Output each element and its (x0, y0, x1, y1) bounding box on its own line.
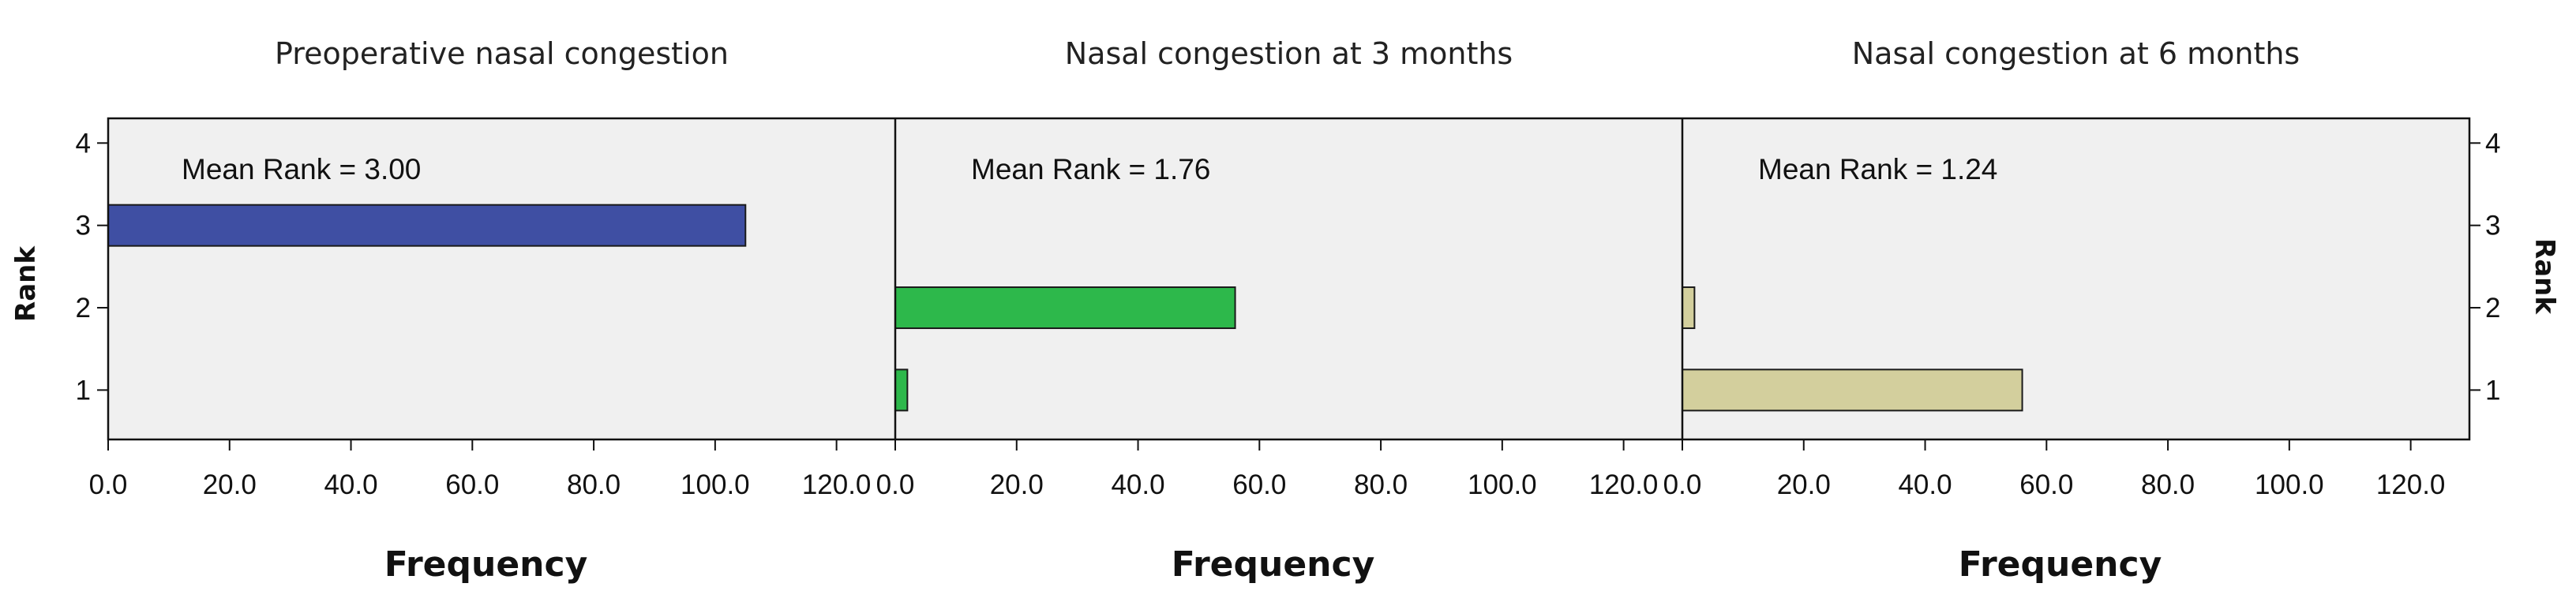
mean-rank-label: Mean Rank = 1.76 (971, 153, 1210, 185)
axes: 0.0 20.0 40.0 60.0 80.0 100.0 120.0Frequency0.… (76, 117, 2500, 585)
panel-background (108, 118, 895, 439)
x-tick-label: 120.0 (1589, 469, 1659, 500)
x-tick-label: 80.0 (1354, 469, 1408, 500)
y-tick-label-left: 3 (76, 211, 91, 241)
y-tick-label-right: 4 (2485, 128, 2500, 159)
x-tick-label: 100.0 (1468, 469, 1537, 500)
panel-background (895, 118, 1682, 439)
y-tick-label-left: 4 (76, 128, 91, 159)
x-tick-label: 20.0 (990, 469, 1044, 500)
bar-rank-2 (894, 286, 1236, 330)
x-tick-label: 40.0 (1898, 469, 1952, 500)
x-axis-label: Frequency (384, 544, 588, 585)
y-tick-label-left: 2 (76, 293, 91, 323)
x-tick-label: 120.0 (802, 469, 872, 500)
bar-rank-2 (1682, 286, 1696, 330)
x-tick-label: 100.0 (2255, 469, 2324, 500)
x-tick-label: 80.0 (567, 469, 621, 500)
panels: Mean Rank = 3.00 Mean Rank = 1.76 Mean Ran… (107, 118, 2469, 439)
bar-rank-1 (1682, 368, 2023, 412)
y-tick-label-right: 3 (2485, 211, 2500, 241)
x-tick-label: 0.0 (1663, 469, 1702, 500)
x-tick-label: 60.0 (2019, 469, 2073, 500)
x-axis-label: Frequency (1172, 544, 1375, 585)
panel-title: Preoperative nasal congestion (275, 36, 729, 71)
bar-rank-3 (107, 204, 747, 247)
panel-2: Mean Rank = 1.76 (894, 118, 1682, 439)
bar-rank-1 (894, 368, 909, 412)
x-tick-label: 20.0 (203, 469, 257, 500)
y-axis-label-left: Rank (10, 245, 42, 322)
x-tick-label: 120.0 (2376, 469, 2446, 500)
x-tick-label: 40.0 (1111, 469, 1164, 500)
y-tick-label-right: 2 (2485, 293, 2500, 323)
panel-titles: Preoperative nasal congestion Nasal conge… (275, 36, 2300, 71)
plot-frame (107, 117, 2471, 441)
panel-1: Mean Rank = 3.00 (107, 118, 895, 439)
x-tick-label: 100.0 (681, 469, 750, 500)
x-tick-label: 60.0 (1232, 469, 1286, 500)
y-axis-label-right: Rank (2529, 238, 2560, 315)
x-tick-label: 0.0 (89, 469, 128, 500)
mean-rank-label: Mean Rank = 1.24 (1758, 153, 1997, 185)
x-tick-label: 20.0 (1777, 469, 1831, 500)
panel-3: Mean Rank = 1.24 (1682, 118, 2469, 439)
x-tick-label: 80.0 (2141, 469, 2195, 500)
y-tick-label-right: 1 (2485, 375, 2500, 406)
panel-title: Nasal congestion at 3 months (1065, 36, 1513, 71)
y-tick-label-left: 1 (76, 375, 91, 406)
x-tick-label: 0.0 (876, 469, 915, 500)
x-tick-label: 40.0 (324, 469, 377, 500)
mean-rank-label: Mean Rank = 3.00 (182, 153, 421, 185)
panel-title: Nasal congestion at 6 months (1852, 36, 2300, 71)
x-axis-label: Frequency (1959, 544, 2162, 585)
x-tick-label: 60.0 (445, 469, 499, 500)
